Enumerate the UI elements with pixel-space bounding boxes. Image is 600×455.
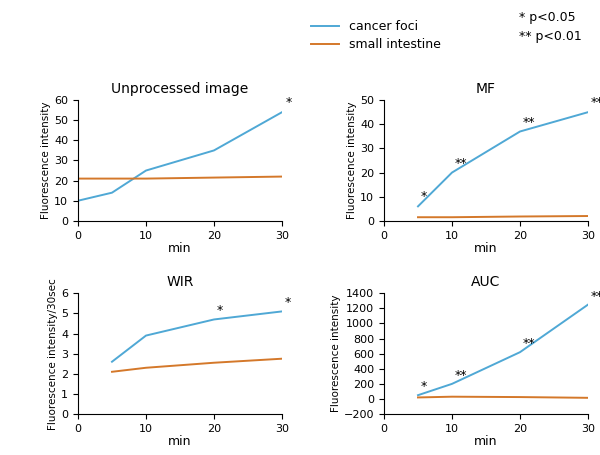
Text: *: * (421, 191, 427, 203)
X-axis label: min: min (168, 435, 192, 448)
Legend: cancer foci, small intestine: cancer foci, small intestine (306, 15, 446, 56)
Title: WIR: WIR (166, 275, 194, 289)
Y-axis label: Fluorescence intensity: Fluorescence intensity (347, 102, 358, 219)
Text: **: ** (591, 96, 600, 109)
Title: MF: MF (476, 82, 496, 96)
Text: *: * (217, 304, 223, 318)
Text: **: ** (591, 290, 600, 303)
Y-axis label: Fluorescence intensity: Fluorescence intensity (331, 295, 341, 412)
X-axis label: min: min (474, 242, 498, 255)
Text: **: ** (455, 369, 467, 382)
Y-axis label: Fluorescence intensity: Fluorescence intensity (41, 102, 52, 219)
Title: AUC: AUC (472, 275, 500, 289)
Text: *: * (421, 380, 427, 393)
Text: **: ** (523, 116, 535, 129)
Text: **: ** (523, 337, 535, 350)
Text: ** p<0.01: ** p<0.01 (519, 30, 582, 43)
Y-axis label: Fluorescence intensity/30sec: Fluorescence intensity/30sec (49, 278, 58, 430)
Text: * p<0.05: * p<0.05 (519, 11, 575, 25)
Text: *: * (286, 96, 292, 109)
X-axis label: min: min (474, 435, 498, 448)
Text: **: ** (455, 157, 467, 170)
X-axis label: min: min (168, 242, 192, 255)
Title: Unprocessed image: Unprocessed image (112, 82, 248, 96)
Text: *: * (285, 296, 291, 309)
